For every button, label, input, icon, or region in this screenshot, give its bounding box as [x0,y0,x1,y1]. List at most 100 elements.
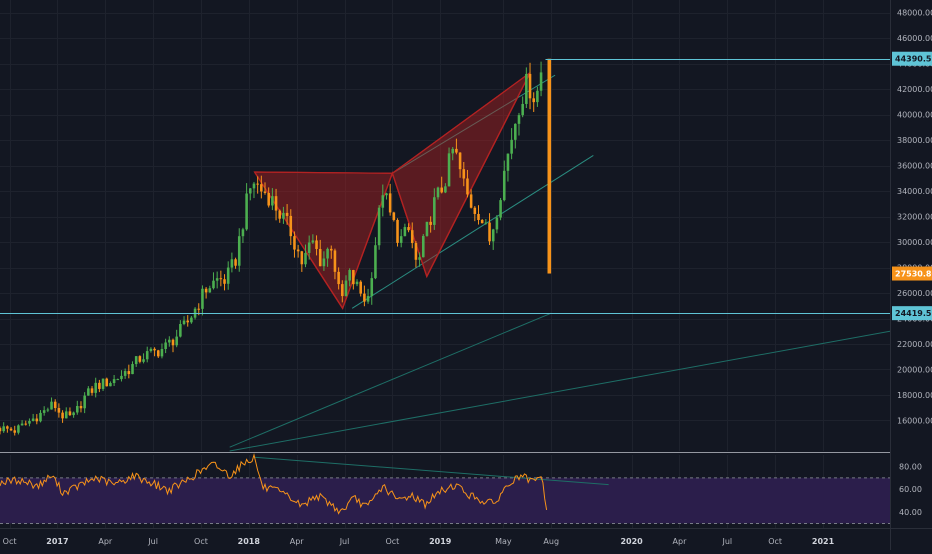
candle-body [381,195,385,208]
candle-body [212,280,215,289]
candle-body [256,183,259,185]
candle-body [112,379,116,384]
current-candle [547,58,552,274]
candle-body [348,270,351,281]
price-axis-tick-label: 40000.00 [897,111,932,120]
candle-body [514,123,517,140]
candle-body [333,250,337,272]
candle-body [249,188,252,194]
candle-body [263,191,267,193]
candle-body [359,281,362,294]
candle-body [440,187,443,193]
rsi-band [0,477,890,524]
candle-body [223,279,226,284]
candle-body [337,271,340,285]
candle-body [237,236,241,266]
time-axis-tick-label: 2018 [238,537,261,546]
candle-body [363,293,366,302]
time-axis-tick-label: 2017 [46,537,68,546]
horizontal-levels[interactable] [0,59,890,314]
candle-body [329,248,333,251]
candle-body [6,426,9,429]
candle-body [175,336,178,346]
candle-body [2,426,5,432]
candle-body [201,288,204,309]
candle-body [98,382,101,389]
candle-body [488,222,491,242]
price-axis-tick-label: 38000.00 [897,136,932,145]
trend-line [351,155,594,309]
candle-body [101,378,105,389]
candle-body [536,90,539,103]
candle-body [502,170,506,201]
time-axis-tick-label: 2021 [812,537,835,546]
candle-body [142,359,145,362]
time-axis-tick-label: Oct [3,537,17,546]
candle-body [410,230,414,244]
candle-body [31,418,35,421]
candle-body [17,425,20,433]
time-axis-tick-label: Apr [290,537,305,546]
candle-body [123,371,127,376]
candle-body [444,186,447,193]
candle-body [94,382,97,393]
time-axis-tick-label: Oct [768,537,782,546]
candle-body [145,351,149,360]
rsi-axis-tick-label: 60.00 [899,485,922,494]
candle-body [226,267,230,284]
time-axis-tick-label: Aug [543,537,559,546]
candle-body [392,212,396,220]
candle-body [42,410,46,413]
candle-body [271,196,274,206]
candle-body [241,229,245,237]
candle-body [307,242,311,253]
candle-body [318,248,322,267]
time-axis-tick-label: Apr [98,537,113,546]
price-axis-tick-label: 32000.00 [897,213,932,222]
candle-body [300,251,304,265]
rsi-divergence-line [254,456,609,486]
price-axis-tick-label: 48000.00 [897,9,932,18]
candle-body [64,411,68,419]
candle-body [9,428,13,431]
candle-body [153,348,156,351]
candle-body [418,257,421,260]
candle-body [79,405,83,409]
candle-body [421,235,425,258]
candle-body [458,152,462,170]
candles [0,58,552,436]
candle-body [116,379,120,381]
price-axis-tick-label: 22000.00 [897,340,932,349]
time-axis-tick-label: May [495,537,512,546]
candle-body [160,349,164,357]
candle-body [525,73,528,104]
candle-body [197,308,201,310]
candle-body [495,217,499,230]
candle-body [182,320,186,325]
candle-body [245,193,248,230]
candle-body [87,388,90,396]
candle-body [164,342,167,350]
candle-body [517,115,521,124]
candle-body [219,278,223,280]
candle-body [433,197,436,225]
rsi-axis-tick-label: 40.00 [899,508,922,517]
candle-body [388,193,392,213]
candle-body [539,72,543,91]
candle-body [46,409,50,411]
candle-body [447,153,451,187]
candle-body [429,221,432,225]
candle-body [477,213,480,220]
candle-body [366,296,370,302]
candle-body [61,412,64,419]
candle-body [149,348,153,352]
candle-body [138,356,142,362]
candle-body [252,183,256,189]
rsi-line [0,452,548,515]
candle-body [127,371,131,375]
candle-body [156,350,160,357]
candle-body [50,401,53,410]
candle-body [171,339,175,346]
